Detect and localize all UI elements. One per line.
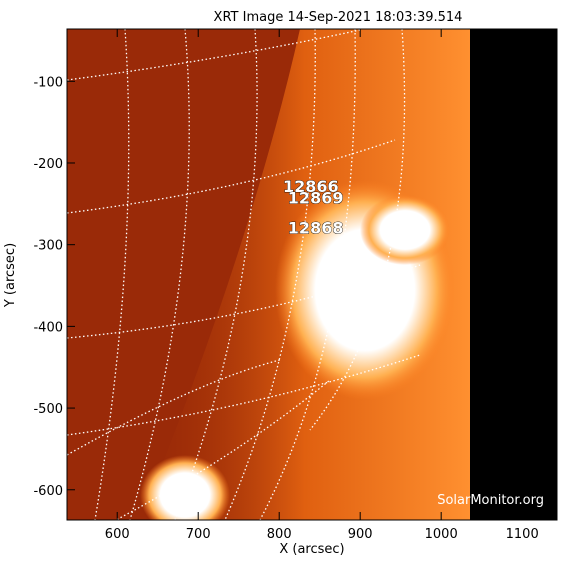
region-label: 12869 bbox=[288, 188, 344, 207]
watermark: SolarMonitor.org bbox=[437, 493, 544, 508]
x-tick-label: 1000 bbox=[425, 527, 458, 542]
y-tick-label: -100 bbox=[33, 75, 63, 90]
y-axis-label: Y (arcsec) bbox=[3, 243, 18, 308]
x-axis-label: X (arcsec) bbox=[279, 542, 344, 557]
y-tick-label: -500 bbox=[33, 402, 63, 417]
x-tick-label: 900 bbox=[348, 527, 373, 542]
y-tick-label: -200 bbox=[33, 157, 63, 172]
y-tick-label: -400 bbox=[33, 320, 63, 335]
y-tick-label: -600 bbox=[33, 484, 63, 499]
x-tick-label: 1100 bbox=[506, 527, 539, 542]
x-tick-label: 700 bbox=[186, 527, 211, 542]
y-tick-label: -300 bbox=[33, 239, 63, 254]
region-label: 12868 bbox=[288, 219, 344, 238]
solar-image bbox=[67, 29, 557, 520]
plot-frame bbox=[66, 28, 558, 521]
x-tick-label: 600 bbox=[105, 527, 130, 542]
region-label: 12866 bbox=[283, 177, 339, 196]
x-tick-label: 800 bbox=[267, 527, 292, 542]
chart-title: XRT Image 14-Sep-2021 18:03:39.514 bbox=[214, 10, 463, 25]
